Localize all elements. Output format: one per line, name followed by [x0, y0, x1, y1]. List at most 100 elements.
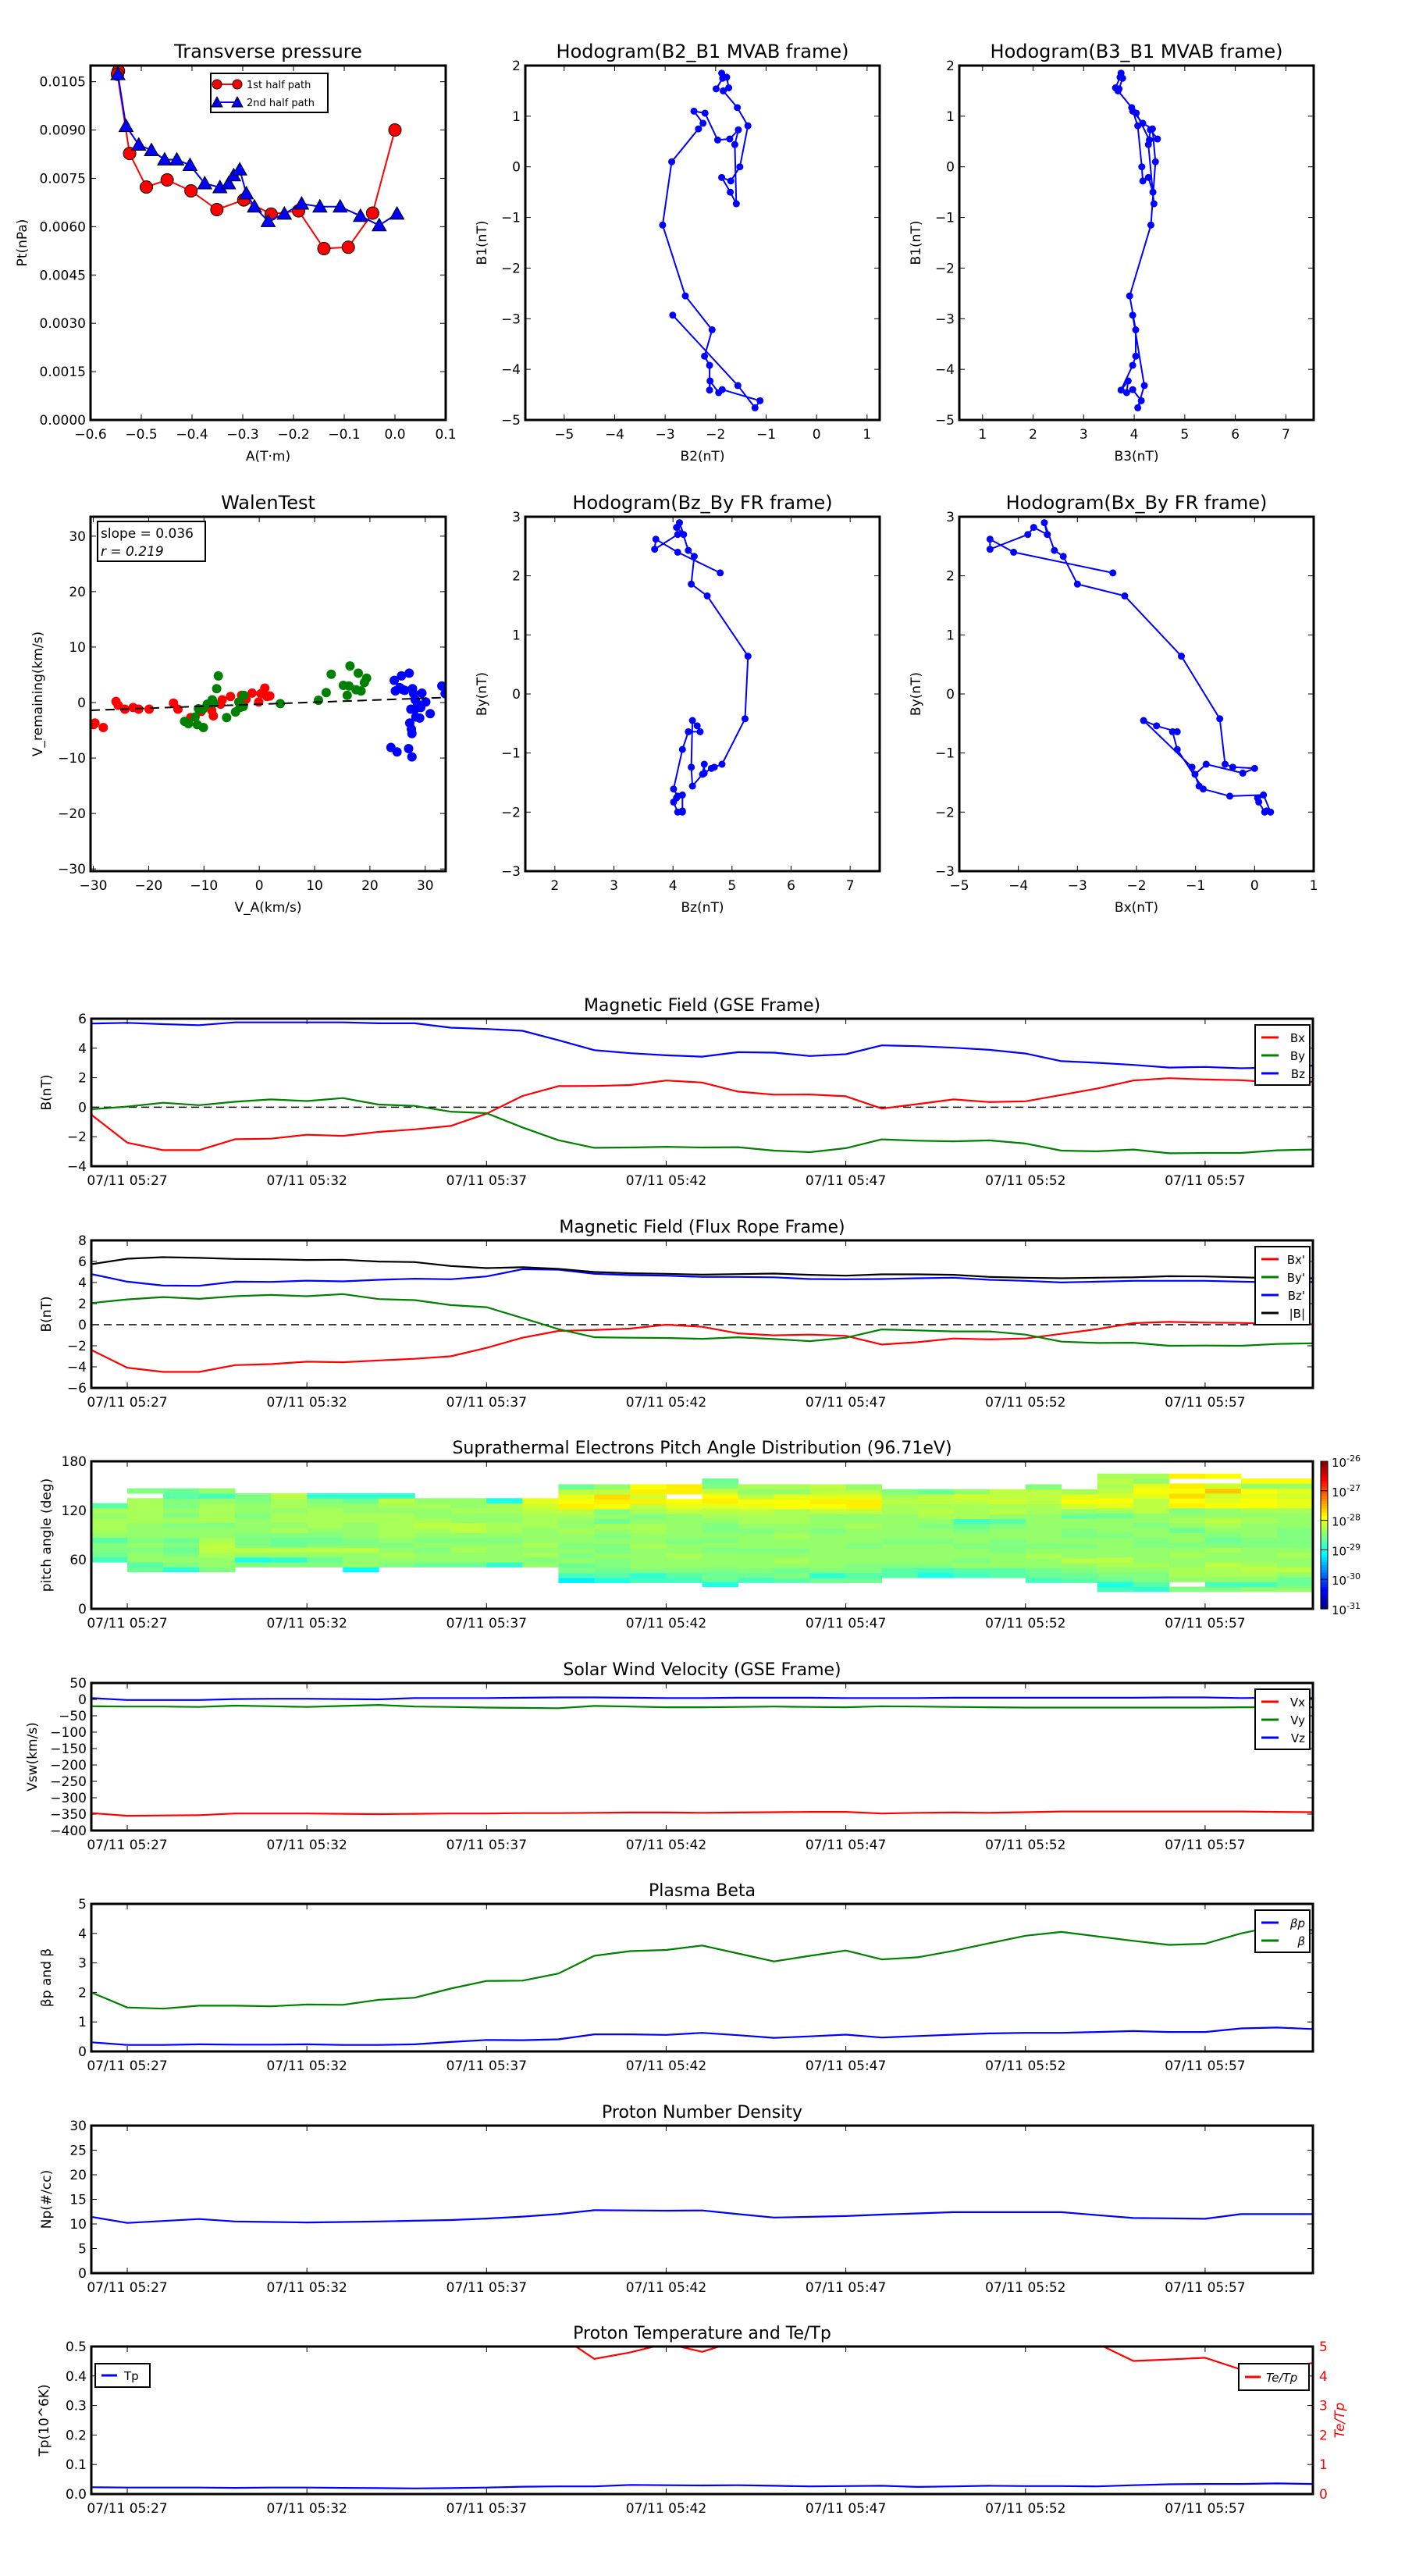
heatmap-cell: [1240, 1483, 1278, 1489]
heatmap-cell: [594, 1563, 631, 1568]
heatmap-cell: [450, 1547, 487, 1553]
series-line-Tp: [91, 2482, 1313, 2489]
data-point-circle: [341, 240, 355, 254]
hodogram-point: [688, 580, 695, 588]
chart-title: Hodogram(Bz_By FR frame): [572, 492, 832, 514]
heatmap-cell: [1204, 1498, 1242, 1504]
hodogram-point: [718, 173, 726, 181]
heatmap-cell: [845, 1533, 883, 1539]
hodogram-point: [744, 653, 752, 660]
y-tick-label: 0.0075: [40, 171, 86, 187]
heatmap-cell: [809, 1548, 847, 1554]
heatmap-cell: [127, 1547, 164, 1553]
x-tick-label: −0.2: [277, 427, 309, 443]
heatmap-cell: [1168, 1493, 1206, 1499]
x-tick-label: 07/11 05:37: [446, 2501, 527, 2517]
x-tick-label: 07/11 05:52: [985, 2280, 1065, 2296]
x-tick-label: −3: [1068, 878, 1087, 894]
heatmap-cell: [1061, 1557, 1098, 1564]
heatmap-cell: [881, 1528, 919, 1534]
hodogram-point: [674, 548, 681, 556]
heatmap-cell: [486, 1498, 523, 1504]
heatmap-cell: [666, 1578, 702, 1583]
heatmap-cell: [774, 1543, 811, 1549]
heatmap-cell: [163, 1557, 200, 1563]
y-axis-label: Np(#/cc): [39, 2170, 55, 2229]
data-point-circle: [365, 206, 379, 220]
x-tick-label: 07/11 05:47: [806, 2501, 886, 2517]
x-tick-label: 07/11 05:57: [1165, 1838, 1245, 1853]
colorbar-segment: [1321, 1473, 1328, 1477]
heatmap-cell: [917, 1572, 955, 1578]
walen-point-group2: [356, 686, 366, 696]
panel-proton_density: Proton Number Density 0 5 10 15 20 25 30 07/11 0…: [39, 2103, 1314, 2296]
y-tick-label: −30: [58, 862, 86, 877]
heatmap-cell: [91, 1547, 128, 1553]
heatmap-cell: [1097, 1537, 1134, 1543]
plot-area: [91, 1473, 1313, 1592]
heatmap-cell: [414, 1537, 451, 1543]
colorbar-tick-label: 10-29: [1332, 1542, 1361, 1558]
y-tick-label: 0: [77, 696, 86, 711]
heatmap-cell: [1168, 1513, 1206, 1518]
heatmap-cell: [199, 1517, 236, 1524]
heatmap-cell: [163, 1547, 200, 1553]
data-point-triangle: [118, 118, 134, 133]
heatmap-cell: [343, 1547, 379, 1553]
y-tick-label: 30: [69, 529, 86, 545]
heatmap-cell: [1276, 1571, 1313, 1578]
heatmap-cell: [522, 1522, 559, 1528]
right-y-tick-label: 2: [1319, 2428, 1328, 2443]
y-tick-label: 0: [512, 160, 521, 176]
heatmap-cell: [630, 1538, 667, 1544]
heatmap-cell: [845, 1553, 883, 1559]
y-tick-label: −2: [501, 805, 521, 820]
hodogram-point: [1138, 163, 1146, 171]
legend-marker-triangle: [211, 95, 223, 108]
y-tick-label: 4: [78, 1276, 87, 1291]
heatmap-cell: [486, 1557, 523, 1563]
heatmap-cell: [1168, 1547, 1206, 1553]
heatmap-cell: [881, 1533, 919, 1539]
heatmap-cell: [271, 1513, 308, 1518]
series-line-Bx: [91, 1077, 1313, 1151]
x-tick-label: 07/11 05:27: [87, 2501, 167, 2517]
heatmap-cell: [1204, 1586, 1242, 1592]
hodogram-point: [1147, 126, 1154, 133]
heatmap-cell: [630, 1543, 667, 1549]
colorbar-segment: [1321, 1498, 1328, 1501]
data-point-triangle: [352, 208, 368, 222]
data-point-circle: [210, 202, 224, 216]
heatmap-cell: [774, 1484, 811, 1490]
heatmap-cell: [163, 1517, 200, 1524]
heatmap-cell: [1240, 1567, 1278, 1573]
heatmap-cell: [774, 1514, 811, 1519]
heatmap-cell: [845, 1578, 883, 1583]
hodogram-point: [1173, 745, 1181, 753]
y-tick-label: 25: [69, 2144, 87, 2159]
heatmap-cell: [1097, 1547, 1134, 1553]
heatmap-cell: [414, 1552, 451, 1558]
x-tick-label: −0.1: [328, 427, 360, 443]
walen-point-group1: [265, 691, 275, 701]
heatmap-cell: [881, 1553, 919, 1559]
walen-point-group1: [144, 704, 155, 714]
hodogram-point: [725, 84, 733, 92]
colorbar-segment: [1321, 1513, 1328, 1516]
y-tick-label: 30: [69, 2119, 87, 2134]
heatmap-cell: [91, 1503, 128, 1509]
heatmap-cell: [702, 1488, 739, 1494]
heatmap-cell: [738, 1484, 775, 1490]
heatmap-cell: [379, 1547, 415, 1553]
y-axis-label: B(nT): [39, 1296, 55, 1332]
y-tick-label: 0.0000: [40, 413, 86, 429]
heatmap-cell: [1097, 1557, 1134, 1563]
y-tick-label: 1: [512, 109, 521, 125]
x-tick-label: 4: [1130, 427, 1139, 443]
heatmap-cell: [1097, 1488, 1134, 1494]
heatmap-cell: [1240, 1552, 1278, 1558]
heatmap-cell: [307, 1562, 343, 1567]
legend-right: Te/Tp: [1238, 2363, 1310, 2391]
hodogram-point: [718, 760, 726, 768]
data-point-triangle: [169, 151, 185, 166]
